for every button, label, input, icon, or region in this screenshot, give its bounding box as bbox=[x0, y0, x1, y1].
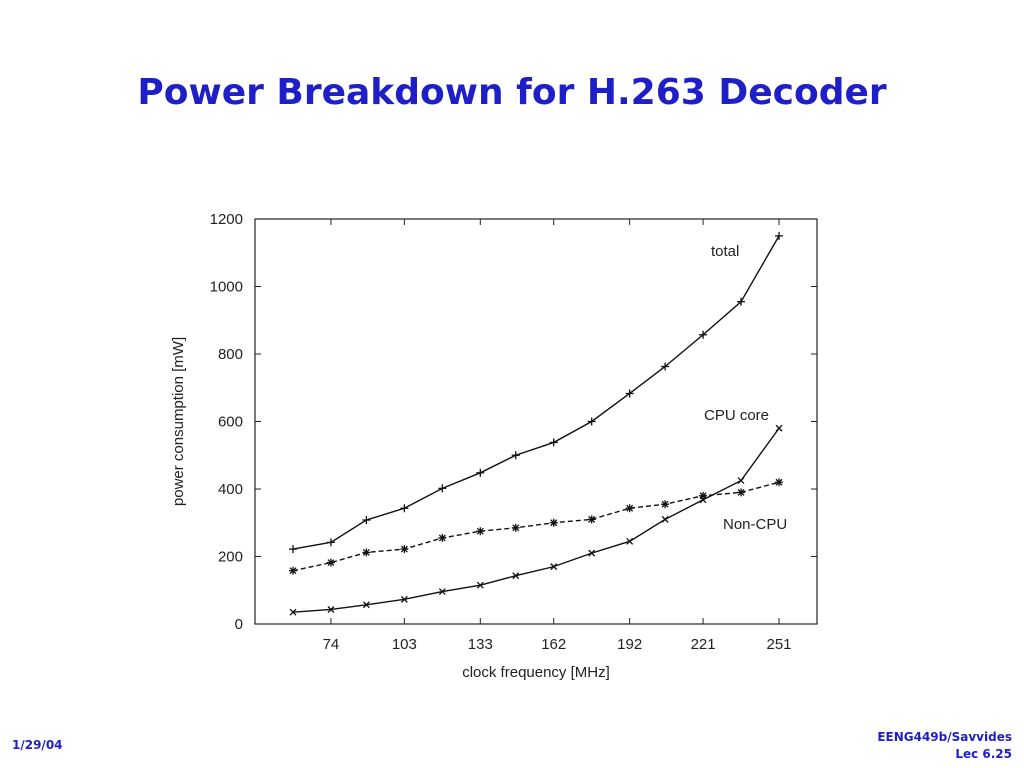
y-tick-label: 0 bbox=[235, 616, 243, 633]
data-point bbox=[438, 484, 447, 493]
slide-title: Power Breakdown for H.263 Decoder bbox=[137, 72, 887, 113]
data-point bbox=[289, 608, 297, 616]
data-point bbox=[625, 504, 634, 513]
series-line-total bbox=[292, 235, 780, 550]
data-point bbox=[400, 504, 409, 513]
x-tick-label: 74 bbox=[323, 636, 340, 653]
data-point bbox=[511, 523, 520, 532]
x-tick-label: 103 bbox=[392, 636, 417, 653]
x-tick-label: 133 bbox=[468, 636, 493, 653]
data-point bbox=[326, 538, 335, 547]
data-point bbox=[327, 606, 335, 613]
data-point bbox=[512, 572, 520, 580]
data-point bbox=[438, 588, 446, 596]
data-point bbox=[400, 545, 409, 554]
series-label-non-cpu: Non-CPU bbox=[723, 516, 787, 533]
y-tick-label: 1200 bbox=[210, 211, 243, 228]
x-tick-label: 162 bbox=[541, 636, 566, 653]
data-point bbox=[362, 548, 371, 557]
data-point bbox=[476, 468, 485, 477]
series-line-non-cpu bbox=[292, 481, 780, 572]
data-point bbox=[775, 424, 783, 432]
data-point bbox=[587, 417, 596, 426]
data-point bbox=[587, 515, 596, 524]
data-point bbox=[438, 533, 447, 542]
x-axis-label: clock frequency [MHz] bbox=[462, 664, 610, 681]
data-point bbox=[588, 549, 596, 557]
data-point bbox=[661, 500, 670, 509]
series-label-cpu-core: CPU core bbox=[704, 407, 769, 424]
data-point bbox=[625, 389, 634, 398]
y-tick-label: 1000 bbox=[210, 279, 243, 296]
x-tick-label: 251 bbox=[767, 636, 792, 653]
data-point bbox=[511, 451, 520, 460]
x-tick-label: 192 bbox=[617, 636, 642, 653]
y-tick-label: 800 bbox=[218, 346, 243, 363]
data-point bbox=[362, 516, 371, 525]
y-axis-label: power consumption [mW] bbox=[170, 337, 187, 506]
series-line-cpu-core bbox=[292, 427, 780, 613]
data-point bbox=[362, 601, 370, 609]
data-point bbox=[737, 488, 746, 497]
data-point bbox=[661, 515, 669, 523]
data-point bbox=[775, 478, 784, 487]
data-point bbox=[326, 558, 335, 567]
lecture-number: Lec 6.25 bbox=[955, 747, 1012, 761]
slide-date: 1/29/04 bbox=[12, 738, 63, 752]
y-tick-label: 600 bbox=[218, 414, 243, 431]
x-tick-label: 221 bbox=[691, 636, 716, 653]
data-point bbox=[549, 518, 558, 527]
course-name: EENG449b/Savvides bbox=[877, 730, 1012, 744]
data-point bbox=[626, 537, 634, 545]
y-tick-label: 400 bbox=[218, 481, 243, 498]
data-point bbox=[476, 527, 485, 536]
data-point bbox=[288, 545, 297, 554]
data-point bbox=[699, 491, 708, 500]
data-point bbox=[661, 362, 670, 371]
data-point bbox=[288, 566, 297, 575]
slide-footer: EENG449b/Savvides Lec 6.25 bbox=[877, 729, 1012, 763]
series-label-total: total bbox=[711, 243, 739, 260]
data-point bbox=[549, 438, 558, 447]
data-point bbox=[476, 581, 484, 589]
data-point bbox=[550, 563, 558, 571]
data-point bbox=[699, 330, 708, 339]
data-point bbox=[737, 477, 745, 485]
data-point bbox=[775, 231, 784, 240]
data-point bbox=[737, 297, 746, 306]
y-tick-label: 200 bbox=[218, 549, 243, 566]
data-point bbox=[400, 595, 408, 603]
